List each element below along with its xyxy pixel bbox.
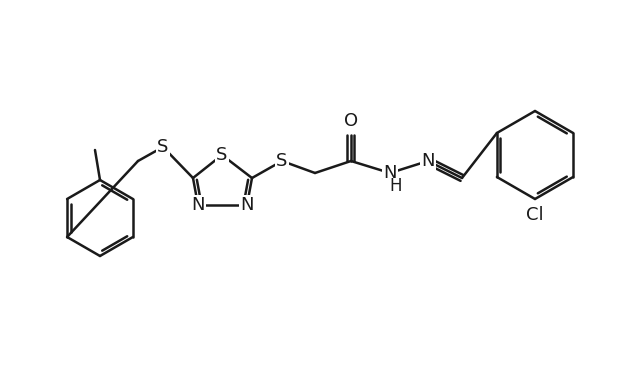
Text: N: N: [191, 196, 205, 214]
Text: N: N: [240, 196, 253, 214]
Text: N: N: [383, 164, 397, 182]
Text: N: N: [421, 152, 435, 170]
Text: S: S: [216, 146, 228, 164]
Text: S: S: [157, 138, 169, 156]
Text: S: S: [276, 152, 288, 170]
Text: H: H: [390, 177, 403, 195]
Text: Cl: Cl: [526, 206, 544, 224]
Text: O: O: [344, 112, 358, 130]
